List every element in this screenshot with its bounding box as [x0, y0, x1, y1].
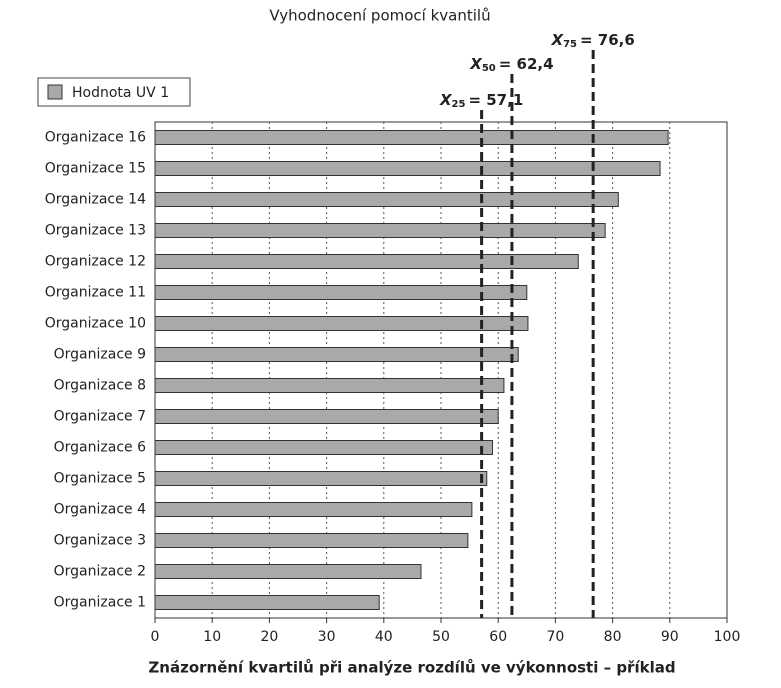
y-tick-label: Organizace 4 — [54, 502, 146, 518]
bar — [154, 502, 473, 517]
quantile-symbol: X — [550, 31, 564, 49]
x-tick-label: 10 — [203, 629, 221, 645]
bar — [154, 533, 469, 548]
x-tick-label: 60 — [489, 629, 507, 645]
bar — [154, 347, 519, 362]
legend-swatch — [47, 84, 63, 100]
bar — [154, 409, 499, 424]
y-tick-label: Organizace 13 — [45, 223, 146, 239]
bar — [154, 564, 422, 579]
x-tick-label: 80 — [604, 629, 622, 645]
legend-box — [37, 77, 191, 107]
y-tick-label: Organizace 5 — [54, 471, 146, 487]
bar — [154, 254, 579, 269]
bar — [154, 316, 529, 331]
y-tick-label: Organizace 8 — [54, 378, 146, 394]
y-tick-label: Organizace 15 — [45, 161, 146, 177]
y-tick-label: Organizace 1 — [54, 595, 146, 611]
quantile-symbol: X — [439, 91, 453, 109]
y-tick-label: Organizace 16 — [45, 130, 146, 146]
x-axis-label: Znázornění kvartilů při analýze rozdílů … — [148, 659, 675, 677]
x-tick-label: 100 — [714, 629, 741, 645]
x-tick-label: 0 — [151, 629, 160, 645]
bar — [154, 440, 493, 455]
quantile-label: X25 = 57,1 — [439, 91, 523, 111]
x-tick-label: 30 — [318, 629, 336, 645]
y-tick-label: Organizace 14 — [45, 192, 146, 208]
bar — [154, 595, 380, 610]
quantile-subscript: 25 — [452, 99, 466, 110]
quantile-value: = 57,1 — [468, 91, 523, 109]
y-tick-label: Organizace 9 — [54, 347, 146, 363]
x-tick-label: 50 — [432, 629, 450, 645]
bar — [154, 223, 606, 238]
bar — [154, 192, 619, 207]
quantile-subscript: 75 — [563, 39, 577, 50]
y-tick-label: Organizace 6 — [54, 440, 146, 456]
bar — [154, 161, 661, 176]
bar — [154, 378, 505, 393]
quantile-label: X50 = 62,4 — [469, 55, 553, 75]
bar — [154, 285, 528, 300]
y-tick-label: Organizace 10 — [45, 316, 146, 332]
y-tick-label: Organizace 7 — [54, 409, 146, 425]
y-tick-label: Organizace 12 — [45, 254, 146, 270]
y-tick-label: Organizace 11 — [45, 285, 146, 301]
quantile-value: = 62,4 — [499, 55, 554, 73]
legend-label: Hodnota UV 1 — [72, 85, 169, 101]
x-tick-label: 90 — [661, 629, 679, 645]
quantile-label: X75 = 76,6 — [550, 31, 634, 51]
y-tick-label: Organizace 2 — [54, 564, 146, 580]
x-tick-label: 40 — [375, 629, 393, 645]
chart-title: Vyhodnocení pomocí kvantilů — [269, 7, 490, 25]
quantile-value: = 76,6 — [580, 31, 635, 49]
y-tick-label: Organizace 3 — [54, 533, 146, 549]
bar — [154, 471, 488, 486]
quantile-subscript: 50 — [482, 63, 496, 74]
x-tick-label: 20 — [260, 629, 278, 645]
bar — [154, 130, 669, 145]
x-tick-label: 70 — [546, 629, 564, 645]
quantile-symbol: X — [469, 55, 483, 73]
